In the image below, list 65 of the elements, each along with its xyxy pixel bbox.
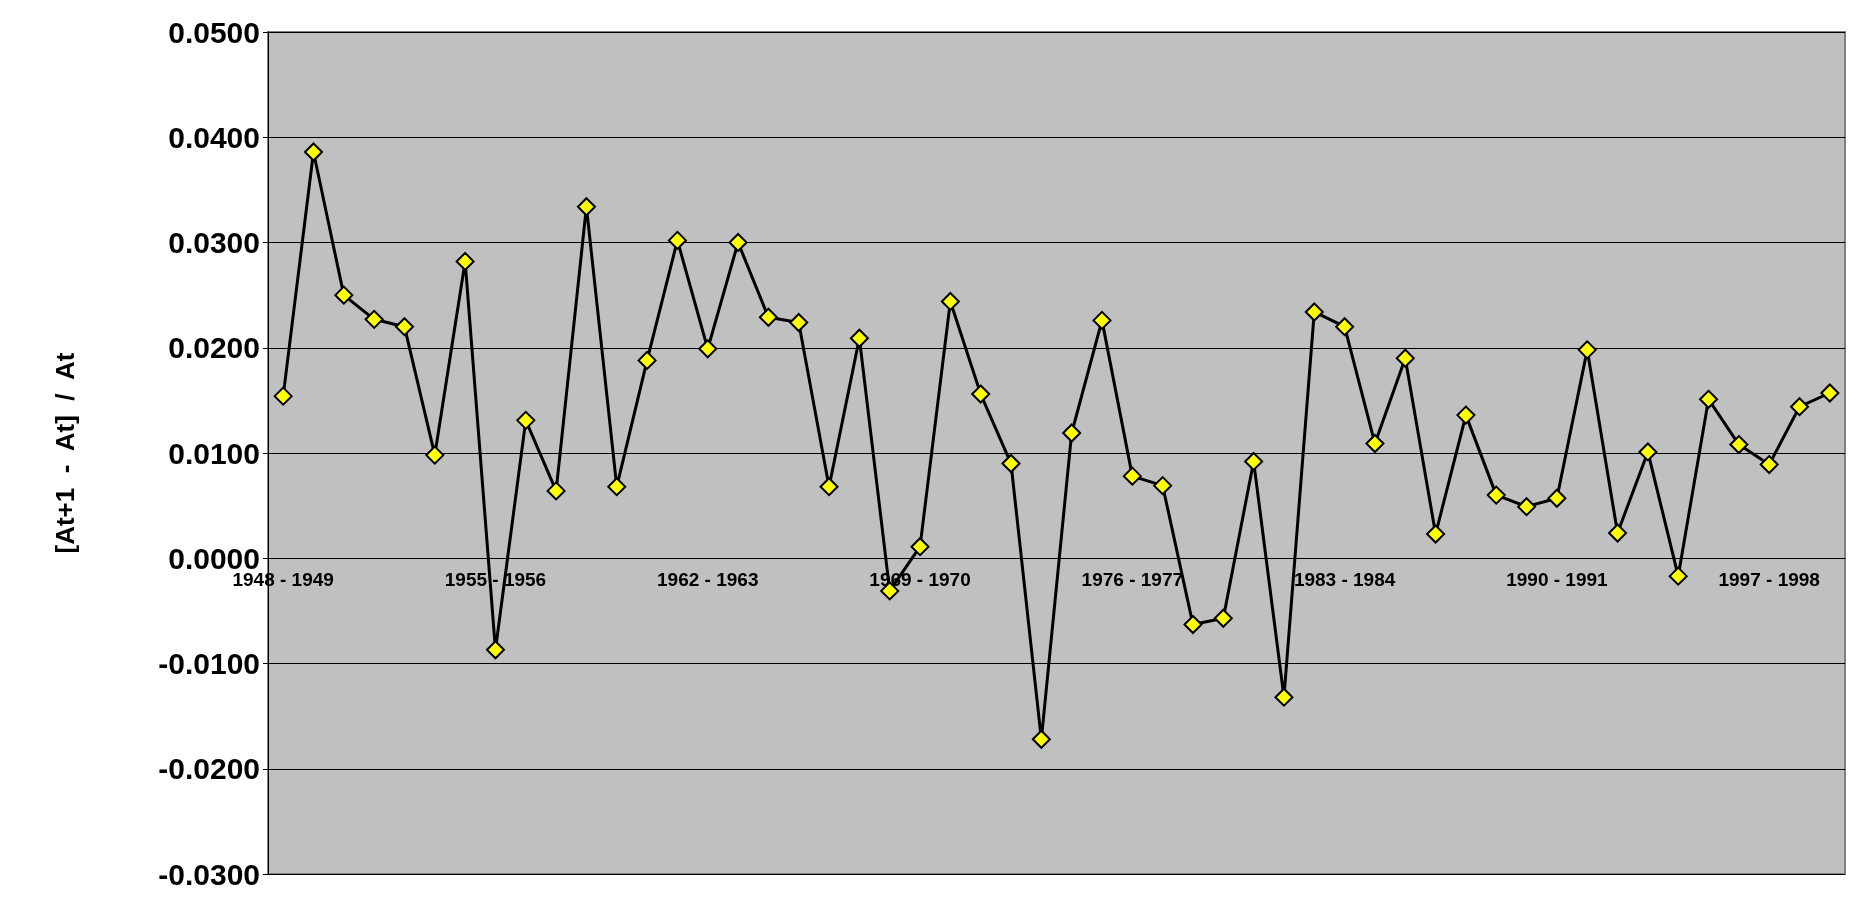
point [516,410,536,430]
point [1547,488,1567,508]
point [1335,317,1355,337]
point [849,328,869,348]
point [576,197,596,217]
x-tick-label: 1962 - 1963 [657,569,759,591]
x-tick-label: 1983 - 1984 [1293,569,1396,591]
point [758,307,778,327]
point [1062,423,1082,443]
point [1820,383,1840,403]
point [1608,523,1628,543]
point [273,386,293,406]
point [1426,524,1446,544]
point [1365,434,1385,454]
point [425,445,445,465]
point [485,640,505,660]
point [1486,485,1506,505]
point [334,285,354,305]
point [1183,615,1203,635]
y-tick-label: 0.0500 [168,15,260,49]
x-tick-label: 1976 - 1977 [1081,569,1184,591]
point [1668,566,1688,586]
point [1244,451,1264,471]
point [1638,442,1658,462]
point [1031,729,1051,749]
point [1517,497,1537,517]
point [364,309,384,329]
point [971,384,991,404]
y-tick-label: 0.0400 [168,120,260,154]
point [1790,397,1810,417]
point [1122,466,1142,486]
point [819,477,839,497]
point [1153,476,1173,496]
y-tick-label: 0.0200 [168,331,260,365]
point [1213,608,1233,628]
y-axis-title: [At+1 - At] / At [50,352,80,554]
x-tick-label: 1990 - 1991 [1506,569,1609,591]
point [303,142,323,162]
point [546,481,566,501]
y-tick-label: 0.0100 [168,436,260,470]
point [1001,454,1021,474]
y-tick-label: -0.0300 [158,857,260,891]
point [1577,340,1597,360]
point [1274,687,1294,707]
point [455,251,475,271]
point [1456,405,1476,425]
point [940,291,960,311]
y-tick-label: 0.0300 [168,226,260,259]
point [789,312,809,332]
y-tick-label: -0.0200 [158,752,260,786]
point [1729,435,1749,455]
point [394,317,414,337]
point [1304,302,1324,322]
y-tick-label: -0.0100 [158,647,260,680]
point [667,230,687,250]
point [1759,455,1779,475]
point [728,233,748,252]
point [1699,389,1719,409]
x-tick-label: 1997 - 1998 [1718,569,1820,591]
point [698,339,718,359]
point [910,537,930,557]
point [607,477,627,497]
point [1395,348,1415,368]
point [637,350,657,370]
point [1092,310,1112,330]
